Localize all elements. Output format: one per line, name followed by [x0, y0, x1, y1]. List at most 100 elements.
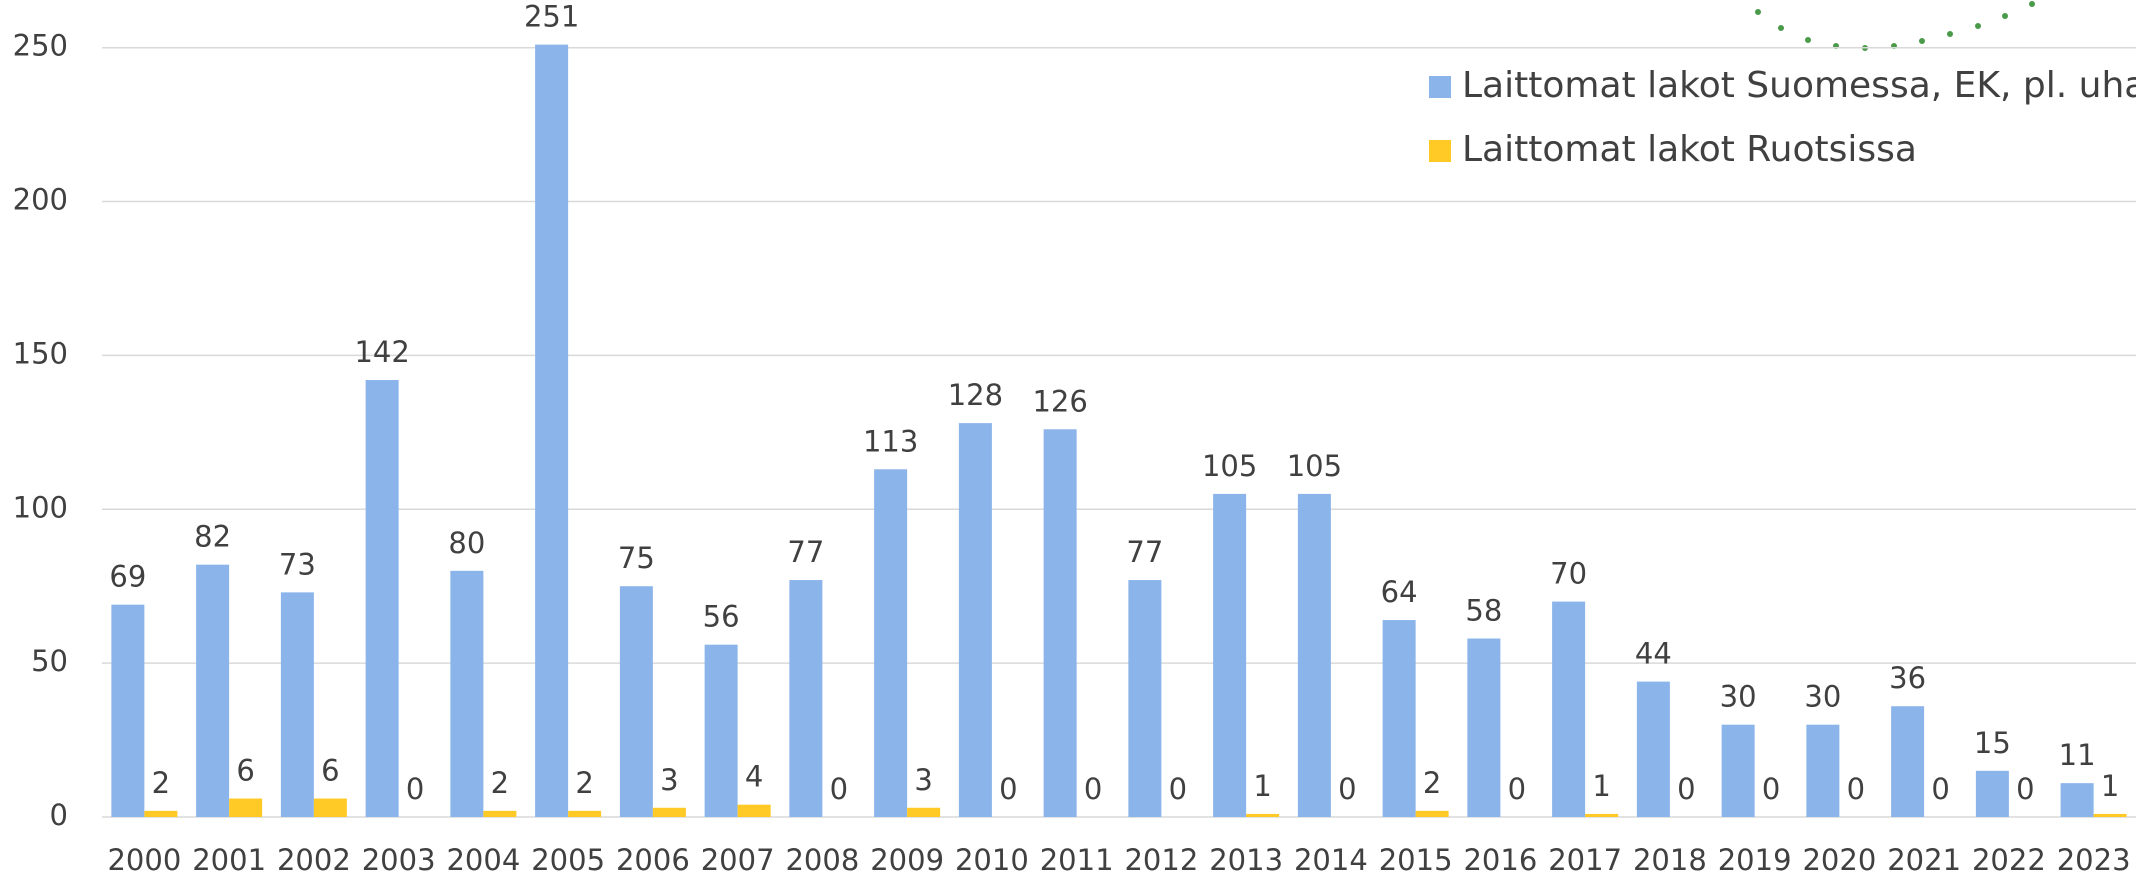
bar [1298, 494, 1331, 817]
data-label: 0 [1508, 772, 1526, 806]
bar [281, 592, 314, 817]
data-label: 0 [1169, 772, 1187, 806]
data-label: 1 [2101, 769, 2119, 803]
data-label: 2 [152, 766, 170, 800]
y-tick-label: 150 [13, 336, 68, 370]
data-label: 2 [575, 766, 593, 800]
y-tick-label: 0 [50, 798, 68, 832]
bar [1976, 771, 2009, 817]
bar [314, 799, 347, 817]
x-tick-label: 2009 [870, 843, 944, 876]
bar [1383, 620, 1416, 817]
data-label: 0 [2016, 772, 2034, 806]
bar [1416, 811, 1449, 817]
x-tick-label: 2003 [362, 843, 436, 876]
data-label: 0 [830, 772, 848, 806]
legend-label: Laittomat lakot Ruotsissa [1462, 129, 1917, 170]
data-label: 0 [1677, 772, 1695, 806]
data-label: 11 [2059, 738, 2096, 772]
bar [535, 45, 568, 817]
legend-swatch [1429, 76, 1451, 98]
y-tick-label: 100 [13, 490, 68, 524]
x-tick-label: 2012 [1124, 843, 1198, 876]
data-label: 0 [1762, 772, 1780, 806]
bar [1128, 580, 1161, 817]
data-label: 80 [448, 526, 485, 560]
data-label: 1 [1592, 769, 1610, 803]
data-label: 15 [1974, 726, 2011, 760]
x-tick-label: 2000 [107, 843, 181, 876]
data-label: 77 [787, 535, 824, 569]
data-label: 75 [618, 541, 655, 575]
data-label: 44 [1635, 637, 1672, 671]
decoration [1755, 1, 2035, 51]
data-label: 2 [491, 766, 509, 800]
x-tick-label: 2002 [277, 843, 351, 876]
data-label: 0 [1338, 772, 1356, 806]
y-tick-label: 200 [13, 183, 68, 217]
bar [907, 808, 940, 817]
data-label: 82 [194, 520, 231, 554]
bar [620, 586, 653, 817]
x-tick-label: 2015 [1379, 843, 1453, 876]
x-tick-label: 2016 [1463, 843, 1537, 876]
x-tick-label: 2010 [955, 843, 1029, 876]
data-label: 0 [999, 772, 1017, 806]
legend-swatch [1429, 140, 1451, 162]
data-label: 0 [1847, 772, 1865, 806]
data-label: 69 [109, 560, 146, 594]
data-label: 113 [863, 424, 918, 458]
x-tick-label: 2005 [531, 843, 605, 876]
x-tick-label: 2018 [1633, 843, 1707, 876]
bar [738, 805, 771, 817]
data-label: 64 [1381, 575, 1418, 609]
x-tick-label: 2011 [1040, 843, 1114, 876]
bar [1585, 814, 1618, 817]
bar [1467, 639, 1500, 817]
x-tick-label: 2004 [446, 843, 520, 876]
bar [1246, 814, 1279, 817]
x-tick-label: 2017 [1548, 843, 1622, 876]
bar [196, 565, 229, 817]
data-label: 70 [1550, 557, 1587, 591]
bar [568, 811, 601, 817]
data-label: 36 [1889, 661, 1926, 695]
bar [874, 469, 907, 817]
x-tick-label: 2020 [1802, 843, 1876, 876]
x-tick-label: 2007 [701, 843, 775, 876]
bar [653, 808, 686, 817]
x-tick-label: 2019 [1718, 843, 1792, 876]
bar [2061, 783, 2094, 817]
x-tick-label: 2006 [616, 843, 690, 876]
data-label: 30 [1804, 680, 1841, 714]
x-tick-label: 2001 [192, 843, 266, 876]
data-label: 1 [1253, 769, 1271, 803]
data-label: 4 [745, 760, 763, 794]
data-label: 105 [1287, 449, 1342, 483]
bar [1722, 725, 1755, 817]
data-label: 2 [1423, 766, 1441, 800]
x-tick-label: 2014 [1294, 843, 1368, 876]
data-label: 30 [1720, 680, 1757, 714]
data-label: 56 [703, 600, 740, 634]
x-tick-label: 2013 [1209, 843, 1283, 876]
bar [1552, 602, 1585, 817]
data-label: 0 [406, 772, 424, 806]
x-tick-label: 2021 [1887, 843, 1961, 876]
data-label: 0 [1931, 772, 1949, 806]
x-tick-label: 2008 [785, 843, 859, 876]
data-label: 3 [914, 763, 932, 797]
data-label: 142 [354, 335, 409, 369]
bar [1044, 429, 1077, 817]
bar [2094, 814, 2127, 817]
data-label: 251 [524, 0, 579, 34]
bar [229, 799, 262, 817]
data-label: 6 [236, 754, 254, 788]
data-label: 0 [1084, 772, 1102, 806]
bar [450, 571, 483, 817]
x-tick-label: 2022 [1972, 843, 2046, 876]
bar [789, 580, 822, 817]
y-tick-label: 250 [13, 29, 68, 63]
chart: 0501001502002502000692200182620027362003… [0, 0, 2136, 876]
data-label: 128 [948, 378, 1003, 412]
